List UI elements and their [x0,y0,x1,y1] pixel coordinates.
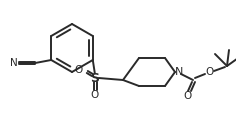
Text: N: N [10,58,18,68]
Text: O: O [206,67,214,77]
Text: O: O [75,65,83,75]
Text: S: S [90,72,99,84]
Text: O: O [91,90,99,100]
Text: O: O [183,91,191,101]
Text: N: N [175,67,183,77]
